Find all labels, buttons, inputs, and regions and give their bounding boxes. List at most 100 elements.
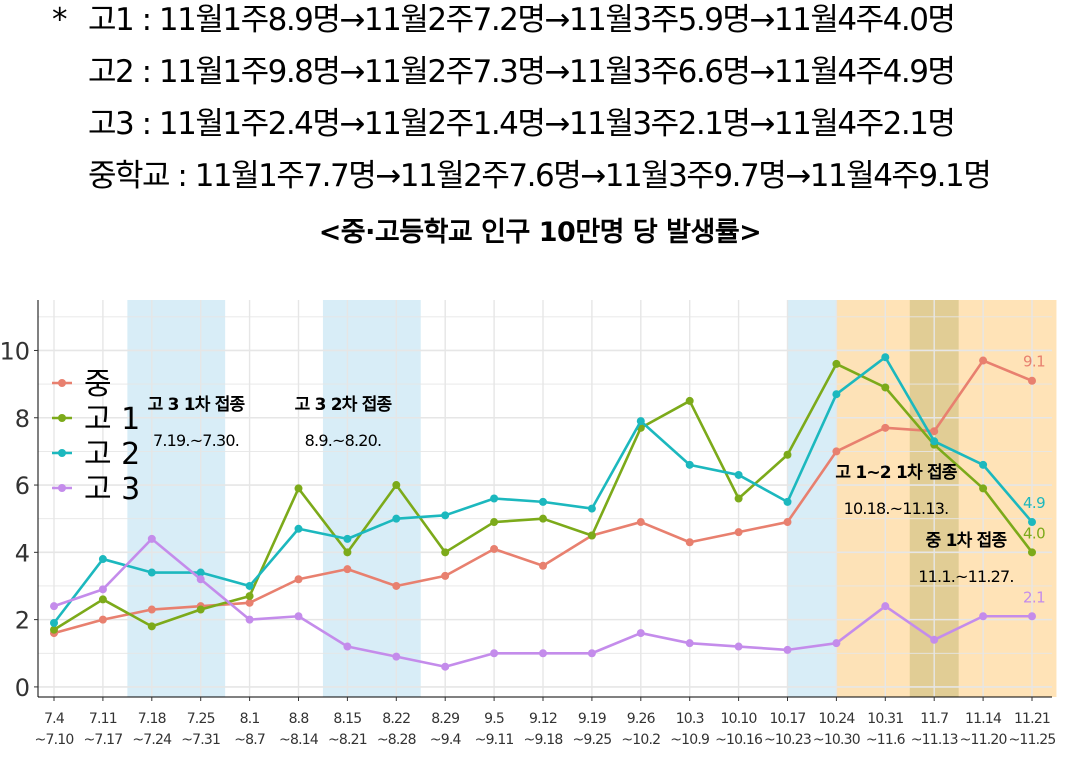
- data-point-1-13: [685, 396, 694, 405]
- data-point-1-6: [343, 548, 352, 557]
- x-tick-label: 8.1 ~8.7: [234, 711, 265, 748]
- data-point-1-19: [979, 484, 988, 493]
- chart-title: <중·고등학교 인구 10만명 당 발생률>: [318, 217, 762, 248]
- data-point-3-15: [783, 645, 792, 654]
- period-dates-3: 11.1.~11.27.: [918, 567, 1013, 586]
- data-point-0-15: [783, 518, 792, 527]
- note-line-grade1: 고1 : 11월1주8.9명→11월2주7.2명→11월3주5.9명→11월4주…: [88, 2, 956, 38]
- data-point-1-8: [441, 548, 450, 557]
- data-point-2-5: [294, 524, 303, 533]
- data-point-1-14: [734, 494, 743, 503]
- data-point-2-6: [343, 534, 352, 543]
- data-point-2-9: [490, 494, 499, 503]
- data-point-3-3: [196, 575, 205, 584]
- data-point-2-11: [587, 504, 596, 513]
- data-point-3-13: [685, 639, 694, 648]
- shaded-period-1: [322, 300, 421, 697]
- legend-key-point-0: [58, 379, 66, 387]
- data-point-2-1: [98, 555, 107, 564]
- data-point-2-2: [147, 568, 156, 577]
- data-point-2-14: [734, 470, 743, 479]
- data-point-3-14: [734, 642, 743, 651]
- end-label-1: 4.0: [1023, 524, 1045, 542]
- data-point-3-10: [539, 649, 547, 658]
- y-tick-label: 2: [15, 607, 30, 635]
- data-point-0-16: [832, 447, 841, 456]
- x-tick-label: 8.8 ~8.14: [279, 711, 319, 748]
- legend-label-3: 고 3: [84, 472, 140, 507]
- data-point-3-2: [147, 534, 156, 543]
- data-point-2-19: [979, 460, 988, 469]
- x-tick-label: 8.15 ~8.21: [328, 711, 367, 748]
- data-point-0-9: [490, 544, 499, 553]
- note-line-grade3: 고3 : 11월1주2.4명→11월2주1.4명→11월3주2.1명→11월4주…: [88, 106, 956, 142]
- data-point-0-4: [245, 598, 254, 607]
- period-dates-1: 8.9.~8.20.: [305, 431, 382, 450]
- data-point-2-13: [685, 460, 694, 469]
- y-tick-label: 10: [0, 337, 30, 365]
- y-tick-label: 4: [15, 539, 30, 567]
- data-point-3-1: [98, 585, 107, 594]
- x-tick-label: 10.3 ~10.9: [670, 711, 709, 748]
- period-dates-2: 10.18.~11.13.: [844, 499, 949, 518]
- data-point-1-15: [783, 450, 792, 459]
- data-point-3-8: [441, 662, 450, 671]
- x-tick-label: 8.29 ~9.4: [430, 711, 462, 748]
- y-tick-label: 0: [15, 674, 30, 702]
- x-tick-label: 10.10 ~10.16: [715, 711, 763, 748]
- x-tick-label: 9.5 ~9.11: [475, 711, 514, 748]
- legend-label-2: 고 2: [84, 437, 140, 472]
- data-point-0-7: [392, 581, 401, 590]
- end-label-3: 2.1: [1023, 588, 1045, 606]
- data-point-1-0: [50, 625, 58, 634]
- data-point-2-10: [539, 497, 547, 506]
- data-point-0-13: [685, 538, 694, 547]
- data-point-1-2: [147, 622, 156, 631]
- data-point-1-10: [539, 514, 547, 523]
- x-tick-label: 7.4 ~7.10: [35, 711, 74, 748]
- data-point-2-7: [392, 514, 401, 523]
- data-point-2-20: [1028, 518, 1036, 527]
- data-point-0-17: [881, 423, 890, 432]
- x-tick-label: 10.31 ~11.6: [866, 711, 906, 748]
- data-point-1-3: [196, 605, 205, 614]
- data-point-0-12: [636, 518, 645, 527]
- x-tick-label: 9.26 ~10.2: [621, 711, 660, 748]
- data-point-1-20: [1028, 548, 1036, 557]
- period-label-3: 중 1차 접종: [926, 531, 1008, 551]
- data-point-3-9: [490, 649, 499, 658]
- data-point-3-7: [392, 652, 401, 661]
- data-point-3-18: [930, 635, 939, 644]
- x-tick-label: 8.22 ~8.28: [377, 711, 416, 748]
- period-label-0: 고 3 1차 접종: [148, 395, 246, 415]
- data-point-3-19: [979, 612, 988, 621]
- legend-key-point-1: [58, 414, 66, 422]
- data-point-3-0: [50, 602, 58, 611]
- note-asterisk: *: [52, 2, 68, 38]
- data-point-2-16: [832, 390, 841, 399]
- y-tick-label: 8: [15, 405, 30, 433]
- end-label-0: 9.1: [1023, 353, 1045, 371]
- data-point-3-11: [587, 649, 596, 658]
- legend-label-1: 고 1: [84, 402, 140, 437]
- data-point-0-1: [98, 615, 107, 624]
- x-tick-label: 10.24 ~10.30: [813, 711, 860, 748]
- x-tick-label: 7.11 ~7.17: [83, 711, 122, 748]
- x-tick-label: 7.25 ~7.31: [181, 711, 220, 748]
- data-point-0-18: [930, 427, 939, 436]
- data-point-0-10: [539, 561, 547, 570]
- x-tick-label: 9.12 ~9.18: [524, 711, 563, 748]
- note-line-middle: 중학교 : 11월1주7.7명→11월2주7.6명→11월3주9.7명→11월4…: [88, 158, 992, 194]
- data-point-3-20: [1028, 612, 1036, 621]
- data-point-1-1: [98, 595, 107, 604]
- legend-key-point-2: [58, 449, 66, 457]
- data-point-2-8: [441, 511, 450, 520]
- x-tick-label: 7.18 ~7.24: [132, 711, 172, 748]
- data-point-0-14: [734, 528, 743, 537]
- legend-key-point-3: [58, 484, 66, 492]
- data-point-3-5: [294, 612, 303, 621]
- data-point-2-15: [783, 497, 792, 506]
- x-tick-label: 11.21 ~11.25: [1008, 711, 1055, 748]
- data-point-2-12: [636, 417, 645, 426]
- data-point-3-12: [636, 629, 645, 638]
